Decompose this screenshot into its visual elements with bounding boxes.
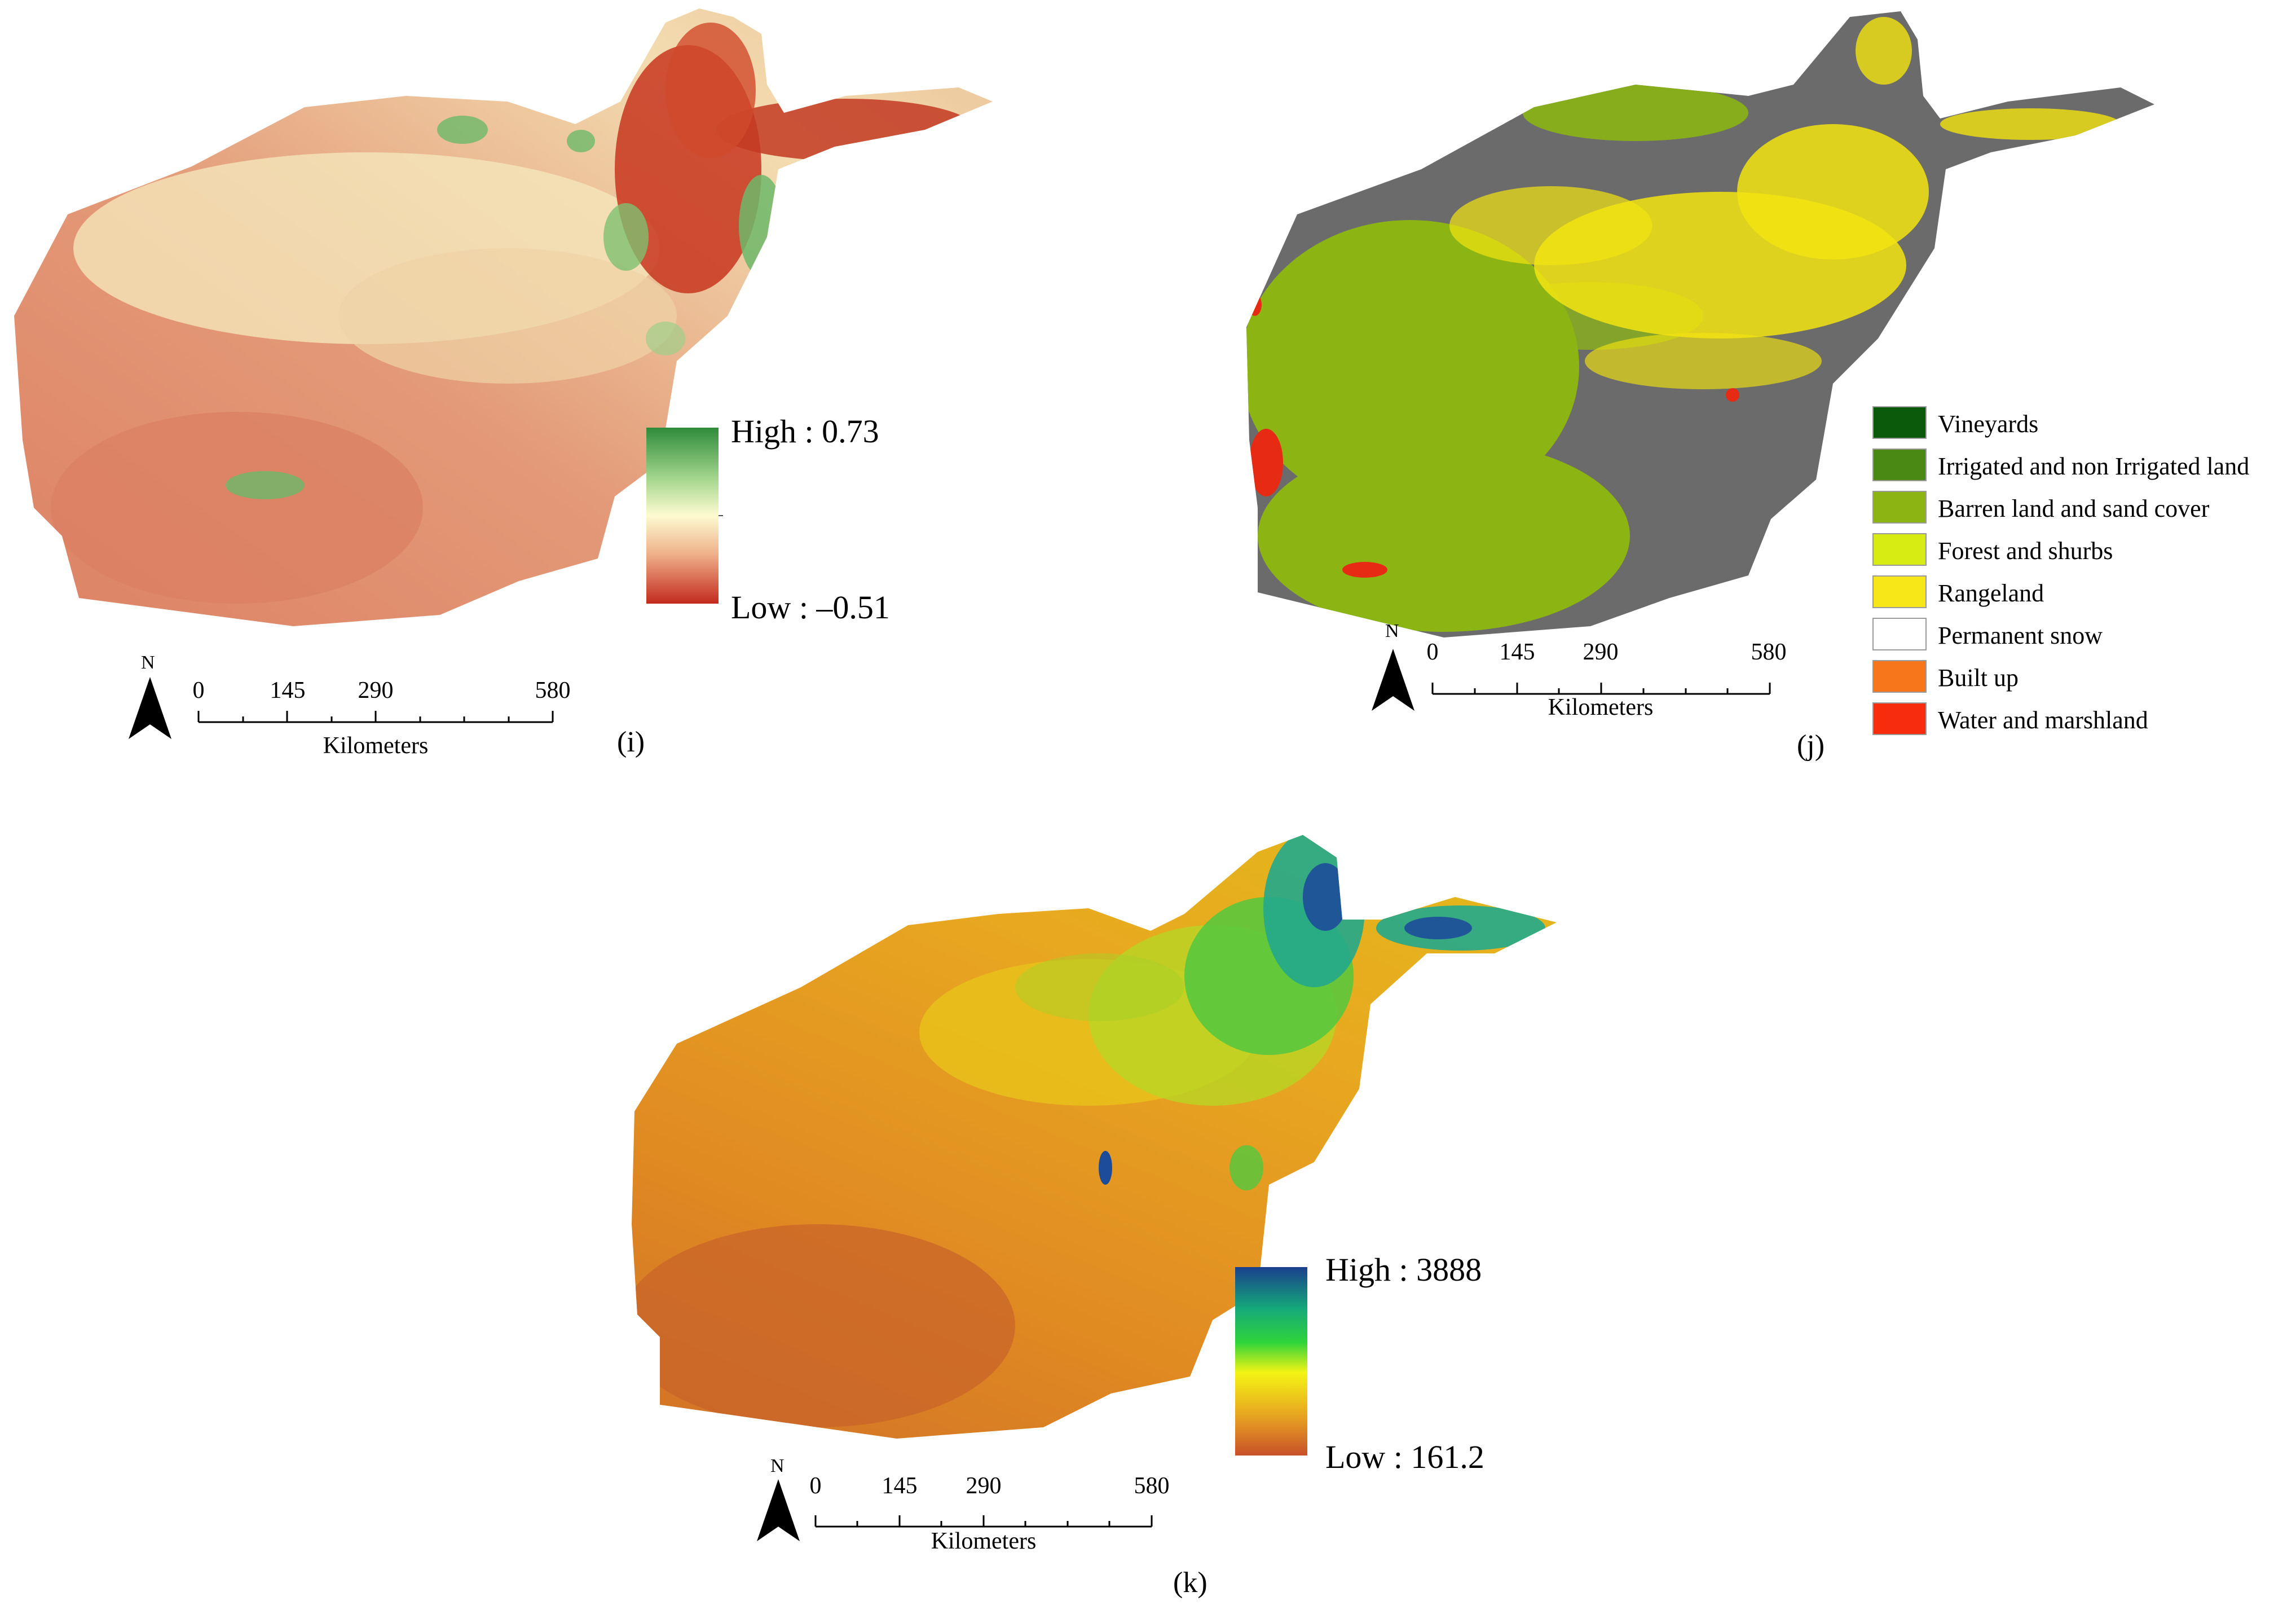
legend-j-swatch bbox=[1872, 491, 1927, 524]
scale-bar-i bbox=[197, 711, 554, 723]
legend-j-label: Forest and shurbs bbox=[1938, 537, 2113, 565]
scale-bar-k bbox=[814, 1515, 1153, 1528]
legend-j-swatch bbox=[1872, 575, 1927, 608]
scale-k-tick-0: 0 bbox=[809, 1473, 822, 1499]
legend-i-color-ramp bbox=[646, 428, 723, 604]
legend-j-label: Barren land and sand cover bbox=[1938, 495, 2210, 522]
scale-k-tick-290: 290 bbox=[966, 1473, 1002, 1499]
legend-j-swatch bbox=[1872, 618, 1927, 650]
scale-k-tick-145: 145 bbox=[882, 1473, 918, 1499]
legend-j-label: Irrigated and non Irrigated land bbox=[1938, 452, 2250, 480]
legend-j-label: Rangeland bbox=[1938, 579, 2044, 607]
map-k-country-shape bbox=[632, 835, 1557, 1439]
map-panel-k: High : 3888 Low : 161.2 N 0 145 290 580 … bbox=[592, 818, 1720, 1605]
scale-j-tick-580: 580 bbox=[1751, 639, 1787, 665]
caption-i: (i) bbox=[617, 726, 645, 758]
north-label-j: N bbox=[1385, 621, 1399, 641]
legend-j-label: Permanent snow bbox=[1938, 622, 2103, 649]
scale-j-unit: Kilometers bbox=[1548, 694, 1654, 720]
map-panel-j: Vineyards Irrigated and non Irrigated la… bbox=[1128, 0, 2296, 790]
legend-j-swatch bbox=[1872, 533, 1927, 566]
map-i-country-shape bbox=[14, 8, 993, 626]
north-label-k: N bbox=[770, 1456, 785, 1476]
scale-i-tick-0: 0 bbox=[192, 678, 205, 703]
legend-j-swatch bbox=[1872, 702, 1927, 735]
scale-bar-j bbox=[1431, 683, 1771, 695]
legend-j-categories: Vineyards Irrigated and non Irrigated la… bbox=[1872, 406, 2290, 745]
scale-i-tick-580: 580 bbox=[535, 678, 571, 703]
legend-k-low: Low : 161.2 bbox=[1325, 1439, 1484, 1475]
legend-i-high: High : 0.73 bbox=[731, 413, 879, 450]
scale-j-tick-290: 290 bbox=[1583, 639, 1619, 665]
legend-i-low: Low : –0.51 bbox=[731, 589, 890, 626]
scale-k-tick-580: 580 bbox=[1134, 1473, 1170, 1499]
scale-i-unit: Kilometers bbox=[323, 733, 429, 759]
legend-j-swatch bbox=[1872, 660, 1927, 693]
legend-j-label: Built up bbox=[1938, 664, 2019, 692]
map-j-country-shape bbox=[1246, 11, 2154, 637]
north-arrow-icon bbox=[129, 677, 171, 739]
legend-j-label: Vineyards bbox=[1938, 410, 2039, 438]
north-arrow-icon bbox=[757, 1479, 800, 1541]
caption-k: (k) bbox=[1173, 1567, 1208, 1599]
north-arrow-icon bbox=[1372, 649, 1414, 711]
scale-i-tick-290: 290 bbox=[358, 678, 394, 703]
map-panel-i: High : 0.73 Low : –0.51 N 0 145 290 580 … bbox=[0, 0, 1128, 790]
caption-j: (j) bbox=[1797, 729, 1825, 762]
legend-k-high: High : 3888 bbox=[1325, 1251, 1482, 1288]
scale-i-tick-145: 145 bbox=[270, 678, 306, 703]
scale-j-tick-0: 0 bbox=[1426, 639, 1439, 665]
legend-j-swatch bbox=[1872, 448, 1927, 481]
legend-j-swatch bbox=[1872, 406, 1927, 439]
legend-k-color-ramp bbox=[1235, 1267, 1307, 1456]
legend-j-label: Water and marshland bbox=[1938, 706, 2148, 734]
scale-j-tick-145: 145 bbox=[1499, 639, 1535, 665]
north-label-i: N bbox=[141, 652, 155, 673]
scale-k-unit: Kilometers bbox=[931, 1528, 1037, 1554]
